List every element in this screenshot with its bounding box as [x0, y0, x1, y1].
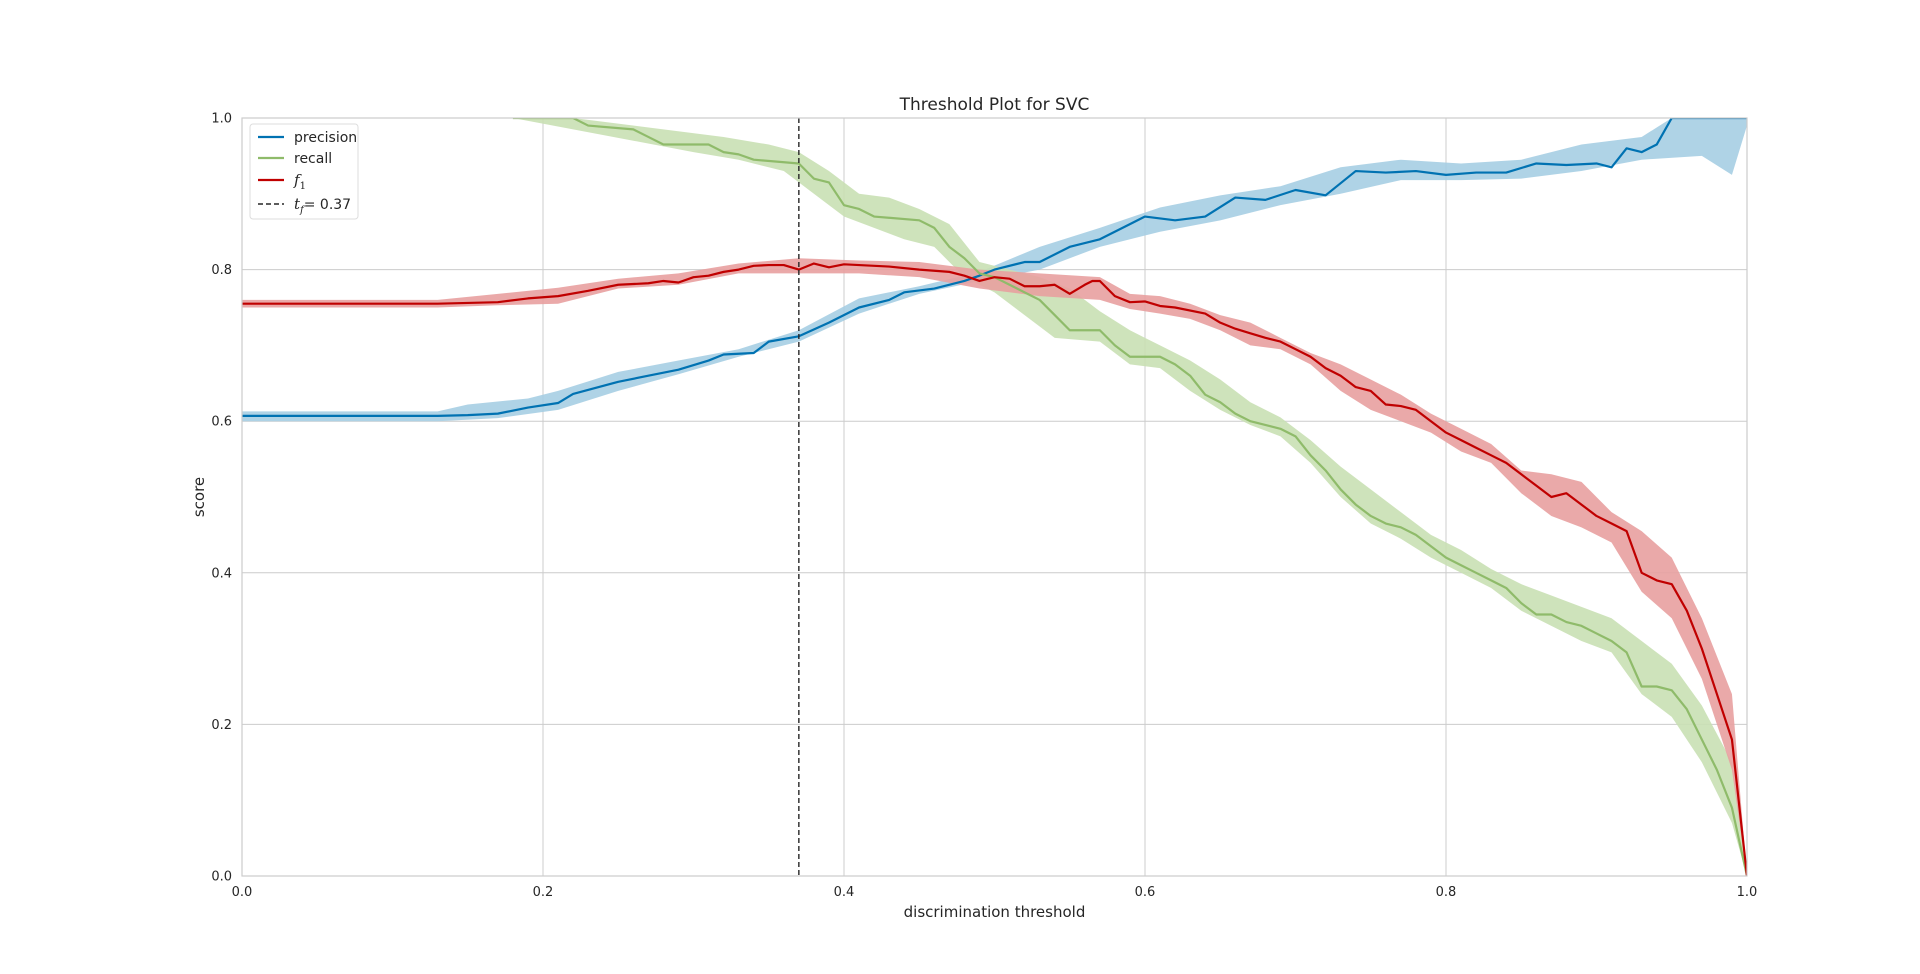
series-line-precision: [242, 118, 1747, 417]
plot-frame: [241, 117, 1748, 877]
y-axis-label: score: [190, 477, 208, 517]
y-tick-label: 0.0: [211, 870, 232, 885]
legend-box: [249, 123, 359, 220]
y-tick-label: 1.0: [211, 112, 232, 127]
x-axis-label: discrimination threshold: [904, 903, 1086, 921]
series-lines: [242, 118, 1747, 876]
series-line-f1: [242, 262, 1747, 876]
x-tick-label: 0.8: [1436, 885, 1457, 900]
legend: precision recall f1 tf= 0.37: [249, 123, 359, 220]
y-tick-label: 0.2: [211, 718, 232, 733]
y-tick-label: 0.8: [211, 263, 232, 278]
legend-label-recall: recall: [294, 151, 332, 167]
legend-label-threshold: tf= 0.37: [294, 195, 351, 216]
plot-background: [242, 118, 1747, 876]
x-tick-label: 1.0: [1737, 885, 1758, 900]
x-tick-label: 0.4: [834, 885, 855, 900]
x-tick-labels: 0.0 0.2 0.4 0.6 0.8 1.0: [232, 885, 1758, 900]
series-line-recall: [512, 118, 1747, 876]
chart-title: Threshold Plot for SVC: [899, 95, 1090, 115]
y-tick-label: 0.4: [211, 566, 232, 581]
x-tick-label: 0.6: [1135, 885, 1156, 900]
y-tick-labels: 0.0 0.2 0.4 0.6 0.8 1.0: [211, 112, 232, 885]
legend-label-precision: precision: [294, 130, 357, 146]
x-tick-label: 0.2: [533, 885, 554, 900]
y-tick-label: 0.6: [211, 415, 232, 430]
x-tick-label: 0.0: [232, 885, 253, 900]
